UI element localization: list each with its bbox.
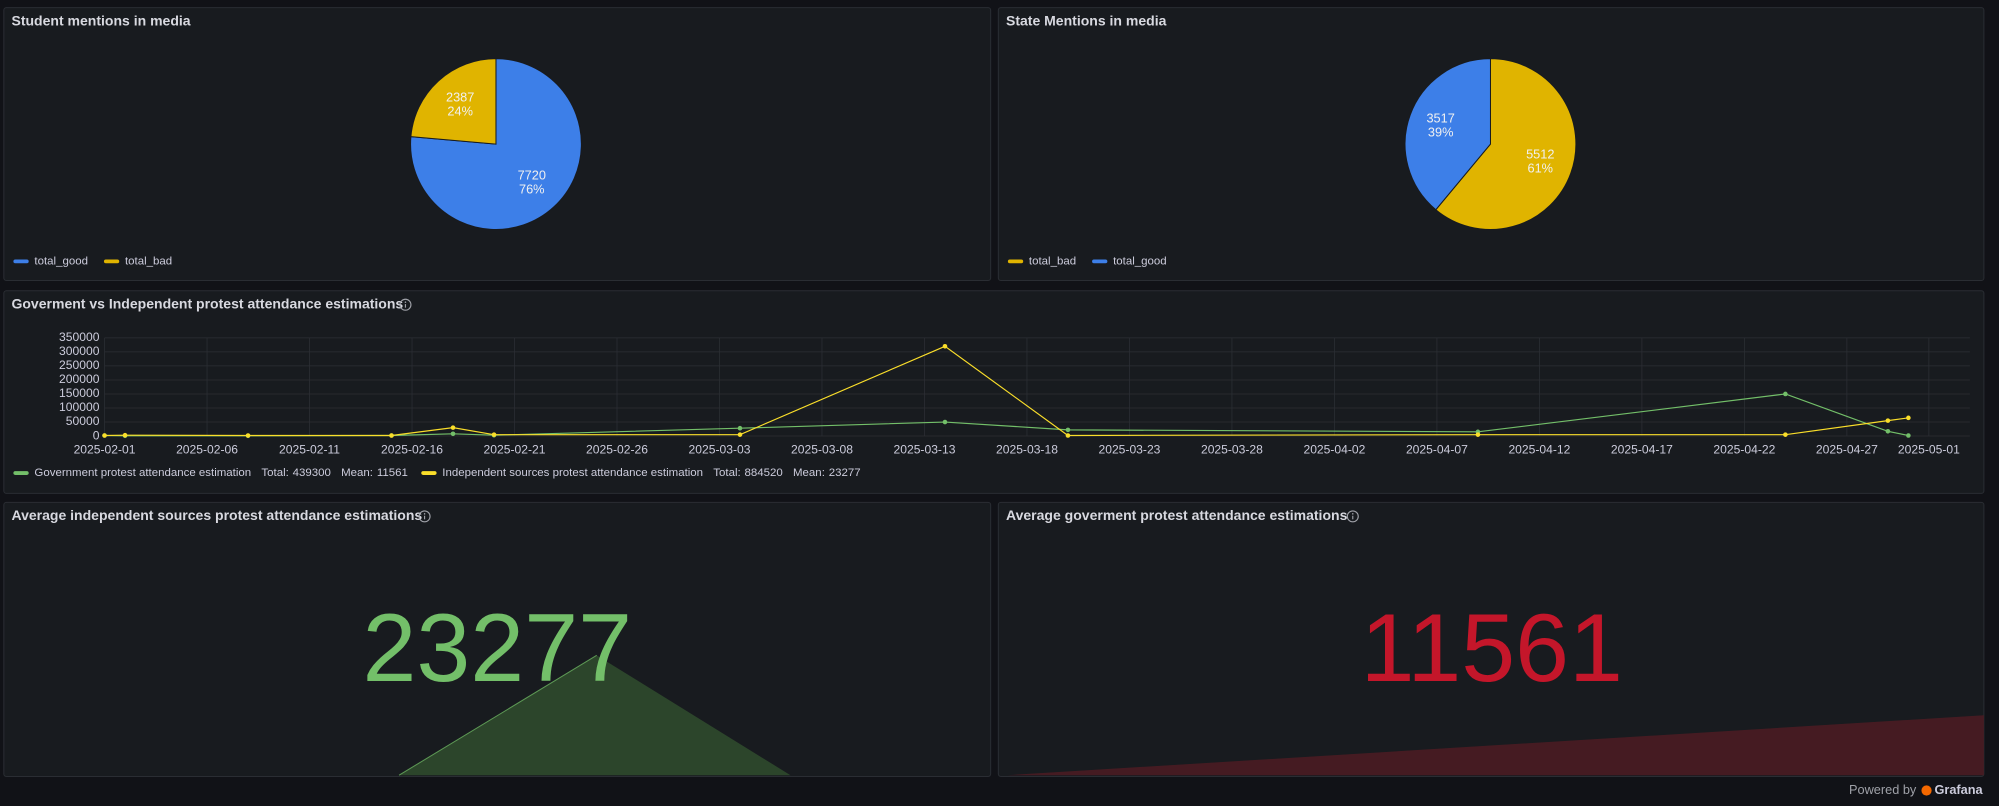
stat-value: 23277 [363, 593, 632, 702]
info-icon[interactable] [1346, 510, 1359, 523]
legend-label: total_good [34, 255, 88, 267]
canvas: Student mentions in media State Mentions… [3, 7, 1985, 797]
data-point [942, 343, 948, 349]
x-tick-label: 2025-02-11 [279, 442, 340, 456]
legend-stat-name: Mean: [341, 467, 373, 479]
legend-label: total_bad [1029, 255, 1076, 267]
pie-slice [410, 58, 582, 230]
data-point [1885, 418, 1891, 423]
slice-value: 3517 [1426, 110, 1454, 125]
panel-title: Average goverment protest attendance est… [1006, 507, 1348, 523]
x-tick-label: 2025-04-17 [1611, 442, 1673, 456]
data-point [491, 432, 497, 437]
x-axis-labels: 2025-02-01 2025-02-06 2025-02-11 2025-02-16… [74, 442, 1961, 456]
y-tick-label: 350000 [59, 330, 100, 344]
y-tick-label: 200000 [59, 372, 100, 386]
info-icon[interactable] [399, 298, 412, 311]
x-tick-label: 2025-02-26 [586, 442, 648, 456]
legend-label: Independent sources protest attendance e… [442, 467, 703, 479]
data-point [1885, 428, 1891, 434]
data-point [1065, 427, 1071, 433]
x-tick-label: 2025-04-07 [1406, 442, 1468, 456]
data-point [942, 419, 948, 425]
x-tick-label: 2025-04-02 [1303, 442, 1365, 456]
panel-title: Average independent sources protest atte… [11, 507, 422, 523]
y-tick-label: 300000 [59, 344, 100, 358]
slice-percent: 39% [1428, 124, 1454, 139]
slice-percent: 24% [447, 103, 473, 118]
data-point [1783, 391, 1788, 397]
x-tick-label: 2025-03-03 [689, 442, 751, 456]
x-tick-label: 2025-04-12 [1508, 442, 1570, 456]
x-tick-label: 2025-02-16 [381, 442, 443, 456]
legend-label: Government protest attendance estimation [34, 467, 251, 479]
legend-stat-value: 11561 [377, 467, 408, 479]
sparkline [398, 654, 597, 776]
panel [3, 290, 1985, 494]
x-tick-label: 2025-02-21 [484, 442, 546, 456]
pie-slice [1435, 58, 1577, 230]
panel-title: Goverment vs Independent protest attenda… [11, 295, 403, 311]
sparkline-area [1007, 715, 1984, 776]
x-tick-label: 2025-03-08 [791, 442, 853, 456]
legend-stat-value: 884520 [745, 467, 783, 479]
legend-stat-name: Total: [713, 467, 740, 479]
panel [997, 501, 1985, 777]
data-point [1783, 432, 1788, 437]
info-icon[interactable] [418, 510, 431, 523]
x-tick-label: 2025-03-18 [996, 442, 1058, 456]
data-point [737, 425, 743, 431]
x-tick-label: 2025-02-01 [74, 442, 136, 456]
y-tick-label: 250000 [59, 358, 100, 372]
y-tick-label: 150000 [59, 386, 100, 400]
legend-label: total_good [1113, 255, 1167, 267]
data-point [1065, 433, 1071, 438]
data-point [450, 425, 456, 430]
panel-title: Student mentions in media [11, 12, 190, 28]
y-tick-label: 100000 [59, 400, 100, 414]
panel-title: State Mentions in media [1006, 12, 1167, 28]
footer-text: Powered by [1849, 782, 1917, 797]
data-point [102, 433, 107, 438]
sparkline-area [399, 655, 791, 776]
grafana-logo [1921, 785, 1932, 796]
data-point [1906, 433, 1911, 438]
slice-value: 7720 [518, 167, 546, 182]
pie-slice [1404, 58, 1491, 211]
data-point [389, 433, 394, 438]
footer-brand: Grafana [1934, 782, 1983, 797]
legend-stat-value: 23277 [829, 467, 861, 479]
y-tick-label: 50000 [66, 414, 100, 428]
legend-stat-name: Mean: [793, 467, 825, 479]
slice-value: 2387 [446, 89, 474, 104]
x-tick-label: 2025-03-23 [1098, 442, 1160, 456]
x-tick-label: 2025-03-13 [893, 442, 955, 456]
panel [3, 501, 992, 777]
x-tick-label: 2025-04-22 [1713, 442, 1775, 456]
data-point [122, 432, 128, 438]
data-point [450, 431, 456, 437]
y-tick-label: 0 [93, 428, 100, 442]
legend-label: total_bad [125, 255, 172, 267]
data-point [245, 433, 251, 438]
legend-stat-name: Total: [261, 467, 288, 479]
x-tick-label: 2025-04-27 [1816, 442, 1878, 456]
data-point [1906, 415, 1911, 421]
pie-slice [410, 58, 497, 145]
data-point [1475, 432, 1481, 437]
x-tick-label: 2025-05-01 [1898, 442, 1960, 456]
slice-value: 5512 [1526, 146, 1554, 161]
data-point [737, 432, 743, 437]
legend-stat-value: 439300 [293, 467, 331, 479]
stat-value: 11561 [1361, 593, 1623, 702]
x-tick-label: 2025-02-06 [176, 442, 238, 456]
slice-percent: 61% [1528, 160, 1554, 175]
slice-percent: 76% [519, 182, 545, 197]
x-tick-label: 2025-03-28 [1201, 442, 1263, 456]
